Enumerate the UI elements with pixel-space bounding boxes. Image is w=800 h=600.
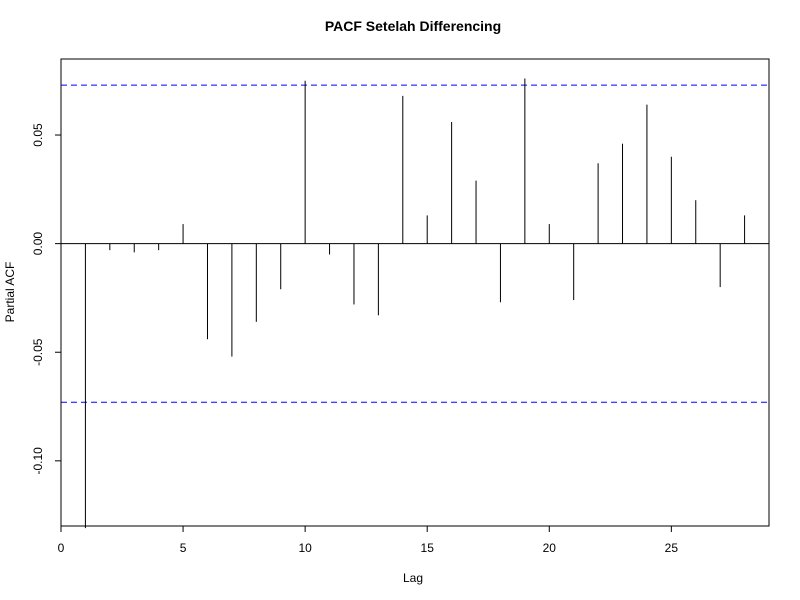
y-tick-label: -0.10	[31, 447, 45, 475]
y-axis: -0.10 -0.05 0.00 0.05	[31, 123, 62, 475]
y-tick-label: 0.05	[31, 123, 45, 147]
x-axis: 0 5 10 15 20 25	[58, 525, 679, 555]
y-tick-label: 0.00	[31, 232, 45, 256]
y-tick-label: -0.05	[31, 338, 45, 366]
x-tick-label: 25	[665, 541, 679, 555]
chart-title: PACF Setelah Differencing	[325, 18, 501, 34]
x-tick-label: 0	[58, 541, 65, 555]
pacf-bars	[84, 78, 746, 529]
x-tick-label: 10	[298, 541, 312, 555]
x-tick-label: 5	[180, 541, 187, 555]
plot-frame	[60, 58, 770, 527]
y-axis-label: Partial ACF	[3, 262, 17, 323]
x-tick-label: 15	[421, 541, 435, 555]
x-tick-label: 20	[543, 541, 557, 555]
x-axis-label: Lag	[403, 571, 423, 585]
